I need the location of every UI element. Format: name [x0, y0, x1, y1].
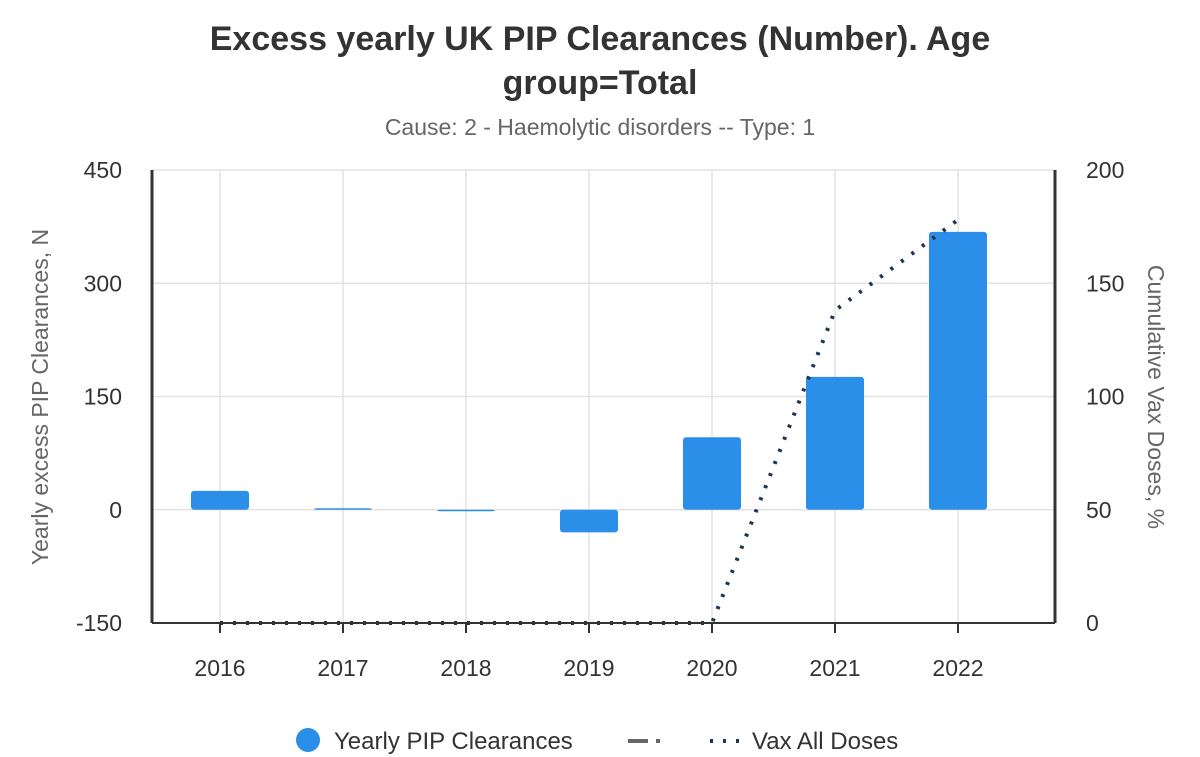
y-right-tick-label: 200: [1086, 157, 1124, 183]
x-tick-label-2018: 2018: [440, 655, 491, 681]
y-axis-left-title: Yearly excess PIP Clearances, N: [27, 229, 53, 565]
legend-bar-symbol: [296, 728, 320, 752]
tick-labels: -150 0 150 300 450 0 50 100 150 200 2016 2017 2018 20…: [76, 157, 1124, 681]
y-right-tick-label: 100: [1086, 384, 1124, 410]
x-tick-label-2019: 2019: [563, 655, 614, 681]
bar-2021: [806, 376, 864, 510]
x-tick-label-2020: 2020: [686, 655, 737, 681]
bar-2020: [683, 437, 741, 510]
y-left-tick-label: -150: [76, 610, 122, 636]
bar-2016: [191, 490, 249, 510]
x-tick-label-2021: 2021: [809, 655, 860, 681]
y-right-tick-label: 150: [1086, 270, 1124, 296]
bar-2022: [929, 231, 987, 510]
x-tick-label-2022: 2022: [932, 655, 983, 681]
chart-title-line-1: Excess yearly UK PIP Clearances (Number)…: [210, 20, 991, 58]
y-right-tick-label: 0: [1086, 610, 1099, 636]
x-tick-label-2017: 2017: [317, 655, 368, 681]
legend: Yearly PIP Clearances Vax All Doses: [296, 728, 898, 755]
legend-bar-label: Yearly PIP Clearances: [334, 728, 573, 755]
bar-2017: [314, 508, 372, 510]
y-axis-right-title: Cumulative Vax Doses, %: [1143, 265, 1169, 529]
bar-2019: [560, 509, 618, 533]
x-tick-label-2016: 2016: [194, 655, 245, 681]
axes: [150, 170, 1057, 633]
grid: [152, 169, 1055, 623]
y-left-tick-label: 450: [84, 157, 122, 183]
y-left-tick-label: 300: [84, 270, 122, 296]
chart-title-line-2: group=Total: [503, 64, 698, 102]
bar-series: [191, 231, 987, 533]
legend-vax-label: Vax All Doses: [752, 728, 898, 755]
y-right-tick-label: 50: [1086, 497, 1112, 523]
y-left-tick-label: 150: [84, 384, 122, 410]
y-left-tick-label: 0: [109, 497, 122, 523]
chart-subtitle: Cause: 2 - Haemolytic disorders -- Type:…: [385, 114, 815, 140]
bar-2018: [437, 509, 495, 512]
